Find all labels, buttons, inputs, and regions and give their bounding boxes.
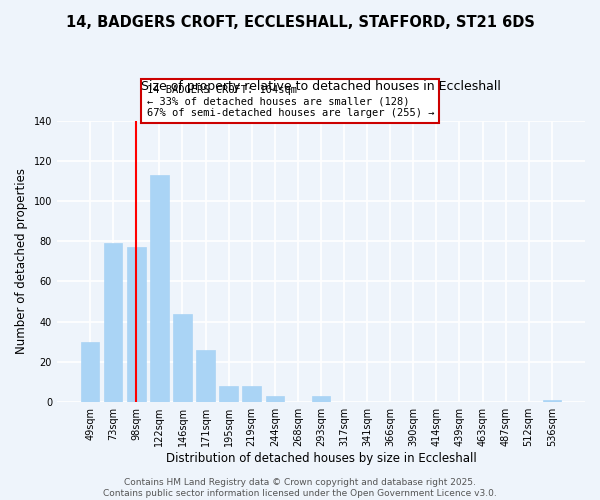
Bar — [127, 248, 146, 402]
Text: 14 BADGERS CROFT: 104sqm
← 33% of detached houses are smaller (128)
67% of semi-: 14 BADGERS CROFT: 104sqm ← 33% of detach… — [146, 84, 434, 117]
Bar — [196, 350, 215, 402]
Bar — [242, 386, 261, 402]
Bar — [173, 314, 192, 402]
Text: 14, BADGERS CROFT, ECCLESHALL, STAFFORD, ST21 6DS: 14, BADGERS CROFT, ECCLESHALL, STAFFORD,… — [65, 15, 535, 30]
Bar — [104, 244, 122, 402]
X-axis label: Distribution of detached houses by size in Eccleshall: Distribution of detached houses by size … — [166, 452, 476, 465]
Bar — [220, 386, 238, 402]
Title: Size of property relative to detached houses in Eccleshall: Size of property relative to detached ho… — [141, 80, 501, 93]
Text: Contains HM Land Registry data © Crown copyright and database right 2025.
Contai: Contains HM Land Registry data © Crown c… — [103, 478, 497, 498]
Y-axis label: Number of detached properties: Number of detached properties — [15, 168, 28, 354]
Bar — [542, 400, 561, 402]
Bar — [150, 175, 169, 402]
Bar — [266, 396, 284, 402]
Bar — [312, 396, 330, 402]
Bar — [81, 342, 100, 402]
